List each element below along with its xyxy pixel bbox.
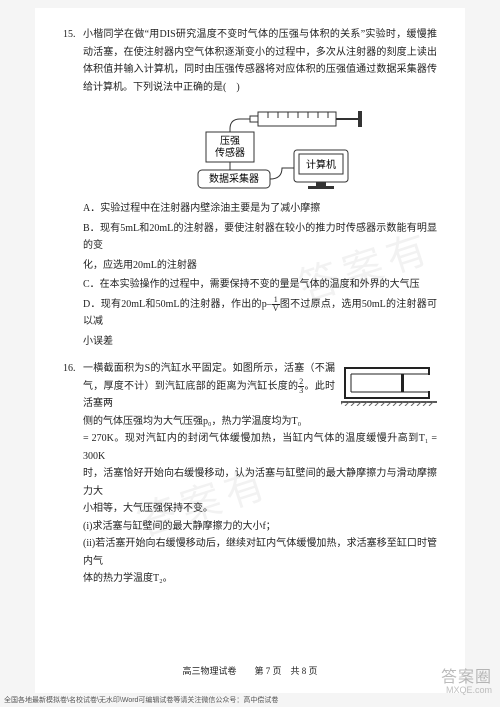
q15-optB-line1: B．现有5mL和20mL的注射器，要使注射器在较小的推力时传感器示数能有明显的变 — [83, 220, 437, 255]
q15-optD-fraction: 1V — [272, 296, 280, 313]
q16-stem-line3: = 270K。现对汽缸内的封闭气体缓慢加热，当缸内气体的温度缓慢升高到T₁ = … — [83, 430, 437, 465]
sensor-label-1: 压强 — [220, 135, 240, 147]
q15-diagram: 压强 传感器 数据采集器 计算机 — [150, 102, 370, 194]
corner-watermark: 答案圈 MXQE.com — [441, 670, 492, 695]
question-15: 15. 小楷同学在做“用DIS研究温度不变时气体的压强与体积的关系”实验时，缓慢… — [63, 26, 437, 352]
corner-brand: 答案圈 — [441, 670, 492, 686]
corner-url: MXQE.com — [441, 686, 492, 695]
q16-stem-1a: 一横截面积为S的汽缸水平固定。如图所示，活塞（不漏气，厚度不计）到汽缸底部的距离… — [83, 363, 335, 392]
q16-sub-ii-line1: (ii)若活塞开始向右缓慢移动后，继续对缸内气体缓慢加热，求活塞移至缸口时管内气 — [83, 535, 437, 570]
collector-label: 数据采集器 — [209, 172, 259, 185]
q15-optD-part-a: D．现有20mL和50mL的注射器，作出的p– — [83, 299, 272, 310]
page-footer: 高三物理试卷 第 7 页 共 8 页 — [35, 664, 465, 680]
q16-number: 16. — [63, 360, 83, 588]
q15-optD-line1: D．现有20mL和50mL的注射器，作出的p–1V图不过原点，选用50mL的注射… — [83, 296, 437, 331]
q16-body: 一横截面积为S的汽缸水平固定。如图所示，活塞（不漏气，厚度不计）到汽缸底部的距离… — [83, 360, 437, 588]
q16-sub-i: (i)求活塞与缸壁间的最大静摩擦力的大小f； — [83, 518, 437, 536]
q15-optC: C．在本实验操作的过程中，需要保持不变的量是气体的温度和外界的大气压 — [83, 276, 437, 294]
computer-label: 计算机 — [306, 158, 336, 171]
q15-optB-line2: 化，应选用20mL的注射器 — [83, 257, 437, 275]
q16-sub-ii-line2: 体的热力学温度T₂。 — [83, 570, 437, 588]
q15-options: A．实验过程中在注射器内壁涂油主要是为了减小摩擦 B．现有5mL和20mL的注射… — [83, 200, 437, 350]
bottom-caption: 全国各地最新模拟卷\名校试卷\无水印\Word可编辑试卷等请关注微信公众号：高中… — [0, 693, 500, 707]
q16-stem-line4: 时，活塞恰好开始向右缓慢移动，认为活塞与缸壁间的最大静摩擦力与滑动摩擦力大 — [83, 465, 437, 500]
q16-stem-line2: 侧的气体压强均为大气压强p₀，热力学温度均为T₀ — [83, 413, 437, 431]
q15-optA: A．实验过程中在注射器内壁涂油主要是为了减小摩擦 — [83, 200, 437, 218]
question-16: 16. — [63, 360, 437, 588]
sensor-label-2: 传感器 — [215, 146, 245, 159]
exam-page: 15. 小楷同学在做“用DIS研究温度不变时气体的压强与体积的关系”实验时，缓慢… — [35, 8, 465, 698]
q15-number: 15. — [63, 26, 83, 352]
q16-figure — [341, 362, 437, 406]
q15-optD-line2: 小误差 — [83, 333, 437, 351]
q15-body: 小楷同学在做“用DIS研究温度不变时气体的压强与体积的关系”实验时，缓慢推动活塞… — [83, 26, 437, 352]
q16-stem-line5: 小相等，大气压强保持不变。 — [83, 500, 437, 518]
q15-stem: 小楷同学在做“用DIS研究温度不变时气体的压强与体积的关系”实验时，缓慢推动活塞… — [83, 26, 437, 96]
